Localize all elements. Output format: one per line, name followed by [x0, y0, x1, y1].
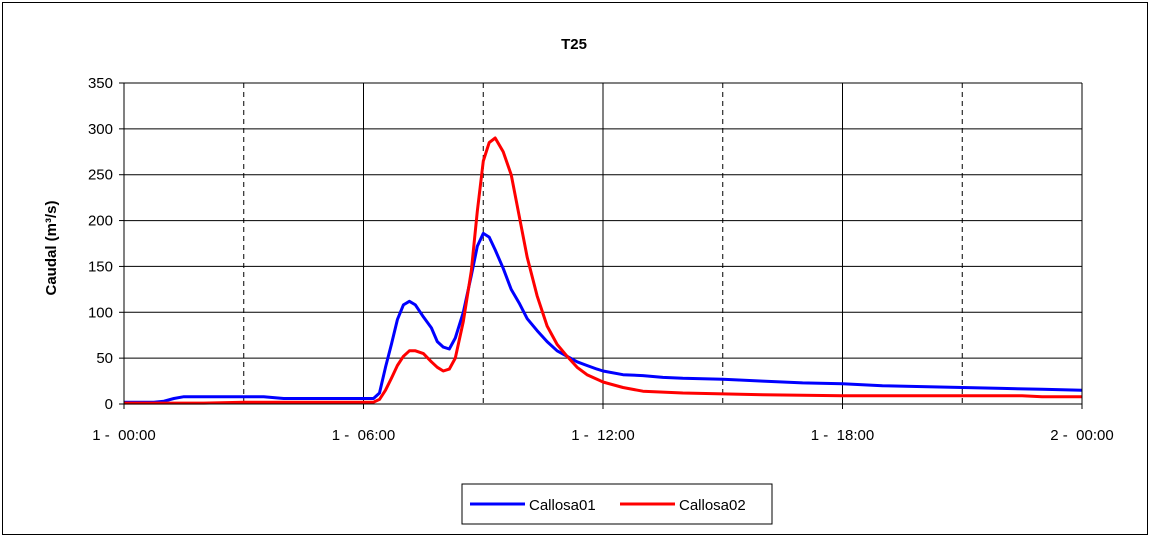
y-tick-label: 250 [88, 167, 113, 184]
series-layer [124, 136, 1083, 405]
y-tick-label: 200 [88, 213, 113, 230]
chart-svg: T25 0 50 100 150 200 250 300 350 1 - 00:00 1 - 06… [43, 36, 1114, 525]
y-tick-label: 150 [88, 258, 113, 275]
x-tick-label: 1 - 18:00 [811, 427, 874, 444]
y-tick-label: 0 [105, 396, 113, 413]
y-tick-label: 300 [88, 121, 113, 138]
x-tick-label: 2 - 00:00 [1050, 427, 1113, 444]
tick-layer: 0 50 100 150 200 250 300 350 1 - 00:00 1 - 06:00 1… [88, 75, 1114, 444]
legend-label: Callosa01 [529, 497, 596, 514]
y-tick-label: 50 [96, 350, 113, 367]
legend: Callosa01 Callosa02 [461, 483, 773, 525]
grid-layer [124, 82, 1083, 404]
x-tick-label: 1 - 06:00 [332, 427, 395, 444]
y-tick-label: 100 [88, 304, 113, 321]
legend-label: Callosa02 [679, 497, 746, 514]
axis-layer [119, 82, 1083, 409]
series-line-callosa02 [124, 136, 1082, 405]
series-line-callosa01 [124, 231, 1083, 404]
chart-title: T25 [561, 36, 587, 53]
y-axis-label: Caudal (m³/s) [43, 200, 60, 295]
x-tick-label: 1 - 12:00 [571, 427, 634, 444]
y-tick-label: 350 [88, 75, 113, 92]
x-tick-label: 1 - 00:00 [92, 427, 155, 444]
